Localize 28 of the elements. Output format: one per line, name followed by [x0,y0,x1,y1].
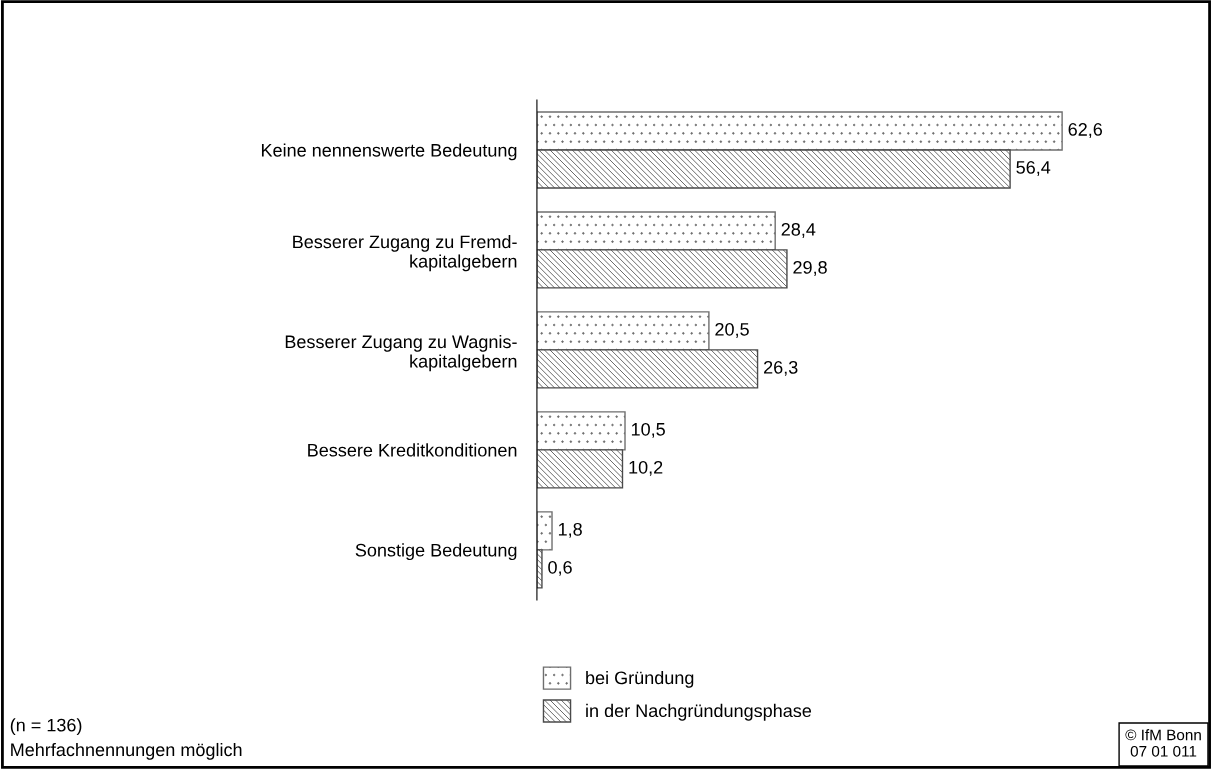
text: © IfM Bonn 07 01 011 [1125,729,1201,757]
data-label: 28,4 [781,222,816,238]
bar [536,411,626,451]
bar [536,311,710,351]
data-label: 56,4 [1016,161,1051,176]
data-label: 20,5 [715,322,749,338]
data-label: 62,6 [1068,123,1103,138]
y-tick-label: Bessere Kreditkonditionen [308,443,517,457]
data-label: 26,3 [764,360,798,376]
data-label: 10,5 [631,422,665,438]
data-label: 29,8 [793,260,827,276]
bar [536,111,1063,151]
y-tick-label: Besserer Zugang zu Wagnis- kapitalgebern [285,334,517,372]
bar [536,349,759,389]
text: (n = 136) Mehrfachnennungen möglich [10,718,242,760]
legend-label: bei Gründung [586,670,694,688]
data-label: 1,8 [558,522,582,538]
bar [536,511,553,551]
y-tick-label: Besserer Zugang zu Fremd- kapitalgebern [293,234,517,272]
data-label: 10,2 [629,460,663,476]
bar [536,211,776,251]
y-tick-label: Sonstige Bedeutung [355,543,517,561]
bar [536,249,788,289]
legend-label: in der Nachgründungsphase [586,703,812,721]
bar [536,149,1011,189]
y-tick-label: Keine nennenswerte Bedeutung [261,143,517,161]
data-label: 0,6 [548,560,572,576]
bar [536,449,624,489]
